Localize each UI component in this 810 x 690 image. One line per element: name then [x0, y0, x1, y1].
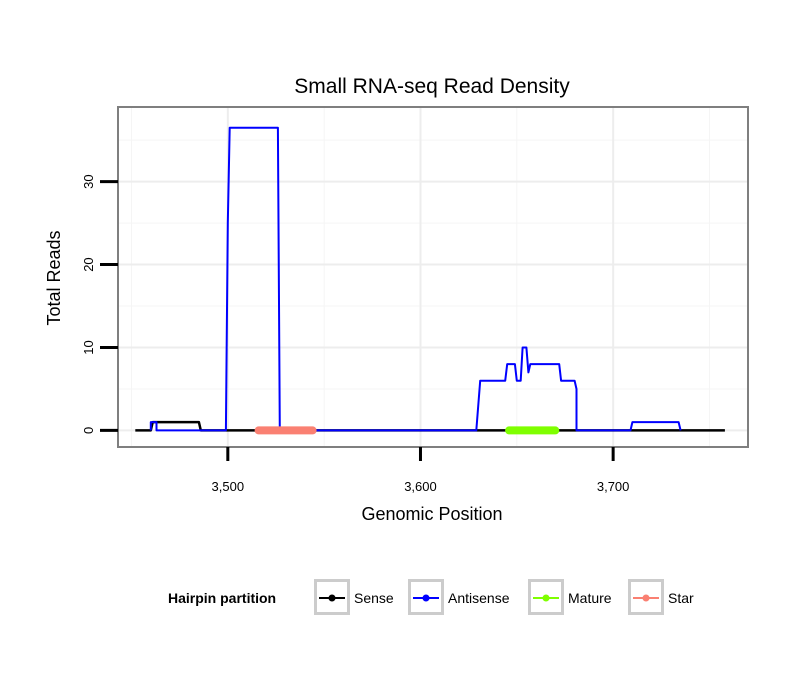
- plot-background: [118, 107, 748, 447]
- series-antisense-line: [149, 126, 682, 432]
- legend-label-star: Star: [668, 590, 694, 606]
- legend-label-sense: Sense: [354, 590, 394, 606]
- legend-point-star: [642, 594, 650, 602]
- y-tick-label: 10: [81, 340, 96, 354]
- chart-title: Small RNA-seq Read Density: [294, 75, 570, 98]
- legend-point-mature: [542, 594, 550, 602]
- legend-title: Hairpin partition: [168, 590, 276, 606]
- legend-point-antisense: [422, 594, 430, 602]
- x-tick-label: 3,600: [404, 479, 437, 494]
- legend-point-sense: [328, 594, 336, 602]
- plot-panel: [118, 107, 748, 447]
- y-tick-label: 20: [81, 257, 96, 271]
- y-axis-title: Total Reads: [44, 230, 64, 325]
- x-tick-label: 3,700: [597, 479, 630, 494]
- plot-border: [117, 106, 749, 448]
- axes: 3,500 3,600 3,700 0 10 20 30: [81, 106, 749, 494]
- legend: Hairpin partition Sense Antisense Mature Sta…: [168, 579, 694, 615]
- series-layer: [135, 126, 725, 435]
- y-tick-label: 0: [81, 427, 96, 434]
- y-tick-label: 30: [81, 174, 96, 188]
- legend-label-antisense: Antisense: [448, 590, 510, 606]
- x-tick-label: 3,500: [212, 479, 245, 494]
- x-axis-title: Genomic Position: [361, 504, 502, 524]
- legend-label-mature: Mature: [568, 590, 612, 606]
